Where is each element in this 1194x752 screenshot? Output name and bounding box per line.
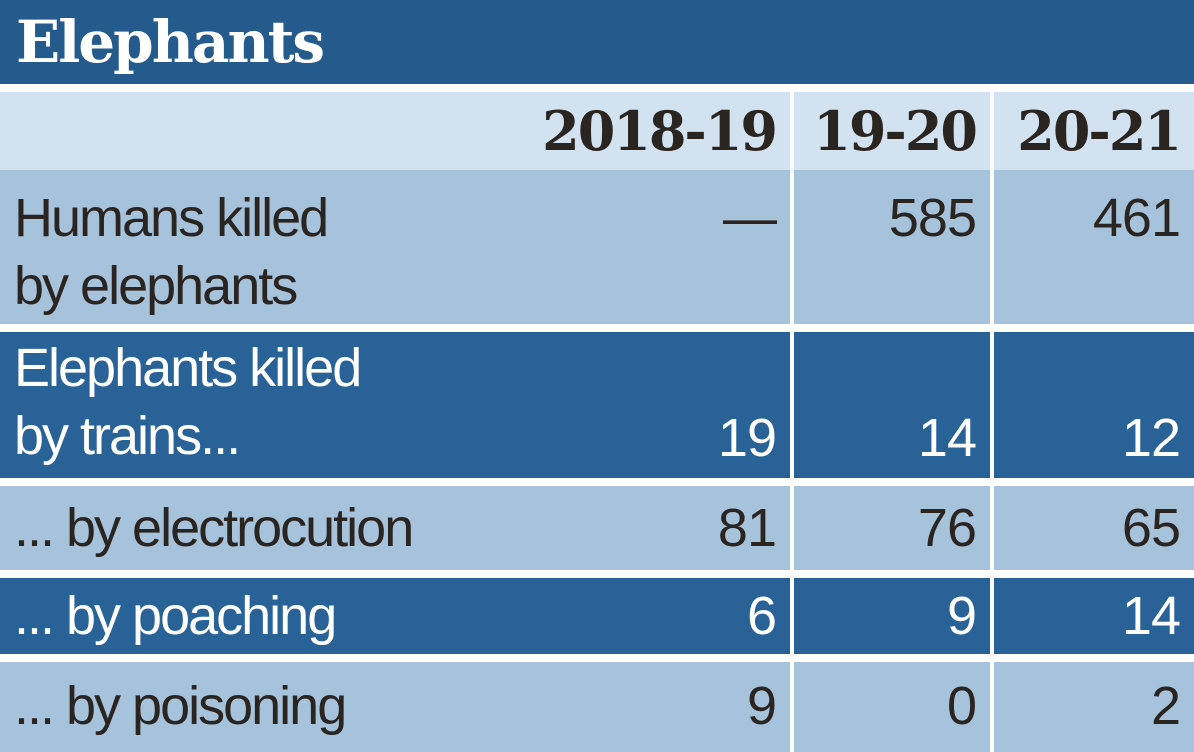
- cell-value: 65: [1121, 498, 1181, 558]
- title-bar: Elephants: [0, 0, 1194, 84]
- table-cell: ... by poaching 6: [0, 578, 790, 654]
- table-cell: ... by electrocution 81: [0, 486, 790, 570]
- cell-value: 585: [888, 188, 977, 248]
- row-label: ... by poisoning: [14, 676, 347, 736]
- cell-value: 81: [717, 498, 777, 558]
- table-cell: 12: [994, 332, 1194, 478]
- cell-value: 9: [946, 586, 977, 646]
- table-cell: 0: [794, 662, 990, 752]
- table-cell: 461: [994, 170, 1194, 324]
- cell-value: 461: [1092, 188, 1181, 248]
- row-label: Elephants killed by trains...: [14, 338, 362, 466]
- table-cell: Humans killed by elephants —: [0, 170, 790, 324]
- cell-value: 0: [946, 676, 977, 736]
- cell-value: 6: [746, 586, 777, 646]
- row-label: ... by poaching: [14, 586, 337, 646]
- cell-value: —: [723, 188, 777, 248]
- cell-value: 19: [717, 408, 777, 468]
- table-cell: 76: [794, 486, 990, 570]
- row-label: ... by electrocution: [14, 498, 414, 558]
- header-cell: 19-20: [794, 92, 990, 170]
- header-cell: 20-21: [994, 92, 1194, 170]
- table-title: Elephants: [16, 8, 325, 76]
- row-label: Humans killed by elephants: [14, 188, 329, 316]
- header-cell: 2018-19: [0, 92, 790, 170]
- table-cell: 14: [794, 332, 990, 478]
- cell-value: 9: [746, 676, 777, 736]
- table-cell: 65: [994, 486, 1194, 570]
- cell-value: 2: [1150, 676, 1181, 736]
- column-header: 20-21: [1017, 99, 1182, 163]
- cell-value: 12: [1121, 408, 1181, 468]
- table-cell: Elephants killed by trains... 19: [0, 332, 790, 478]
- table-cell: ... by poisoning 9: [0, 662, 790, 752]
- table-cell: 14: [994, 578, 1194, 654]
- cell-value: 14: [917, 408, 977, 468]
- column-header: 2018-19: [542, 99, 778, 163]
- table-cell: 2: [994, 662, 1194, 752]
- table-cell: 9: [794, 578, 990, 654]
- column-header: 19-20: [813, 99, 978, 163]
- table-cell: 585: [794, 170, 990, 324]
- cell-value: 76: [917, 498, 977, 558]
- cell-value: 14: [1121, 586, 1181, 646]
